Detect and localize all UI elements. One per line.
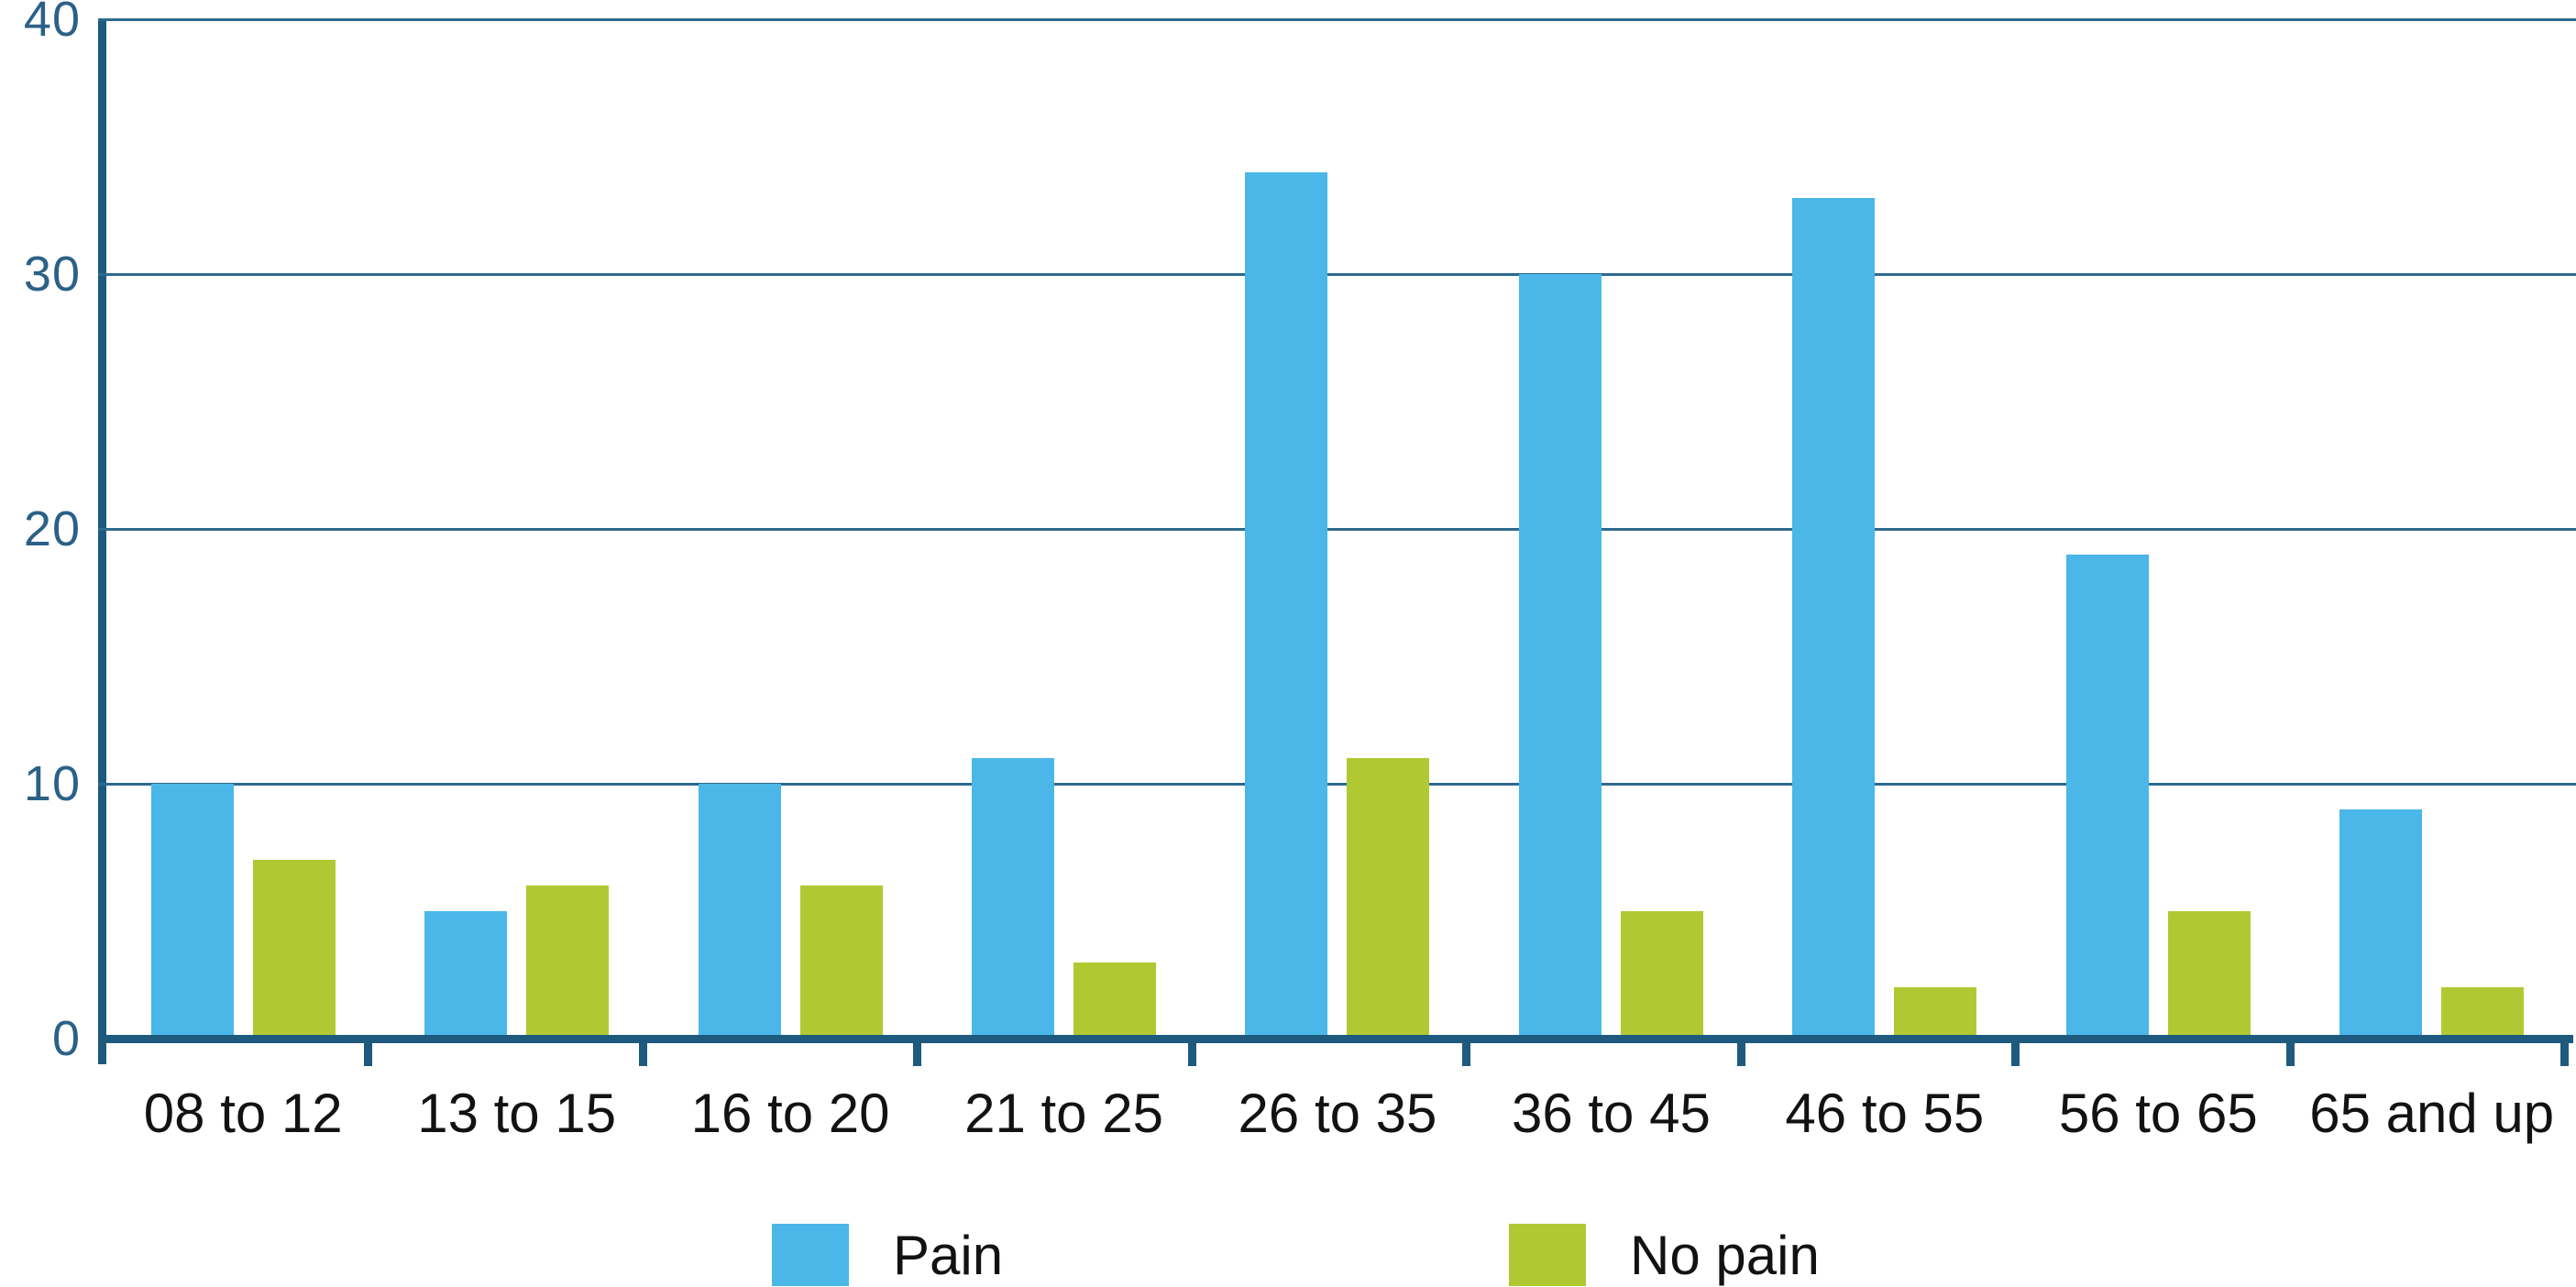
- x-axis-tick-4: [1188, 1039, 1196, 1066]
- bar-pain-36-to-45: [1518, 274, 1602, 1039]
- bar-pain-46-to-55: [1792, 197, 1876, 1039]
- bar-no-pain-65-and-up: [2441, 987, 2525, 1039]
- x-axis-category-labels: 08 to 12 13 to 15 16 to 20 21 to 25 26 to 35…: [106, 1082, 2569, 1145]
- bar-pain-13-to-15: [424, 911, 508, 1039]
- x-tick-label-26-to-35: 26 to 35: [1238, 1083, 1437, 1144]
- y-tick-label-10: 10: [23, 756, 81, 811]
- x-tick-label-36-to-45: 36 to 45: [1511, 1083, 1711, 1144]
- legend-item-no-pain: No pain: [1509, 1224, 1820, 1286]
- x-tick-label-65-and-up: 65 and up: [2309, 1083, 2555, 1144]
- bar-pain-65-and-up: [2339, 808, 2423, 1039]
- legend-swatch-no-pain: [1509, 1224, 1586, 1286]
- legend-swatch-pain: [772, 1224, 849, 1286]
- bar-no-pain-36-to-45: [1620, 911, 1703, 1039]
- bar-no-pain-13-to-15: [526, 886, 610, 1039]
- bar-group-46-to-55: [1748, 19, 2021, 1039]
- x-axis-tick-9: [2560, 1039, 2569, 1066]
- x-tick-label-08-to-12: 08 to 12: [143, 1083, 343, 1144]
- bar-no-pain-46-to-55: [1894, 987, 1977, 1039]
- x-axis-tick-6: [1737, 1039, 1745, 1066]
- bar-no-pain-16-to-20: [799, 886, 883, 1039]
- bar-pain-26-to-35: [1245, 171, 1328, 1039]
- x-axis-tick-5: [1462, 1039, 1470, 1066]
- bar-no-pain-21-to-25: [1073, 962, 1157, 1039]
- legend-item-pain: Pain: [772, 1224, 1003, 1286]
- bar-pain-56-to-65: [2065, 554, 2149, 1039]
- bar-no-pain-26-to-35: [1347, 758, 1430, 1039]
- x-axis-tick-1: [364, 1039, 372, 1066]
- x-tick-label-16-to-20: 16 to 20: [690, 1083, 890, 1144]
- x-axis-tick-7: [2011, 1039, 2020, 1066]
- x-axis-baseline: [98, 1035, 2573, 1043]
- y-tick-label-20: 20: [23, 501, 81, 556]
- x-axis-tick-8: [2286, 1039, 2295, 1066]
- x-tick-label-56-to-65: 56 to 65: [2058, 1083, 2258, 1144]
- bar-group-56-to-65: [2021, 19, 2295, 1039]
- y-axis-line: [98, 19, 106, 1064]
- x-tick-label-13-to-15: 13 to 15: [417, 1083, 617, 1144]
- bar-group-13-to-15: [380, 19, 653, 1039]
- x-tick-label-21-to-25: 21 to 25: [964, 1083, 1163, 1144]
- bar-group-65-and-up: [2295, 19, 2569, 1039]
- bar-group-36-to-45: [1474, 19, 1747, 1039]
- bar-pain-16-to-20: [698, 784, 781, 1039]
- legend-label-no-pain: No pain: [1630, 1224, 1820, 1286]
- x-axis-tick-3: [913, 1039, 921, 1066]
- bar-group-21-to-25: [927, 19, 1200, 1039]
- plot-area: [98, 17, 2576, 1039]
- bar-pain-21-to-25: [972, 758, 1055, 1039]
- x-tick-label-46-to-55: 46 to 55: [1785, 1083, 1985, 1144]
- bar-no-pain-08-to-12: [252, 860, 336, 1039]
- legend-label-pain: Pain: [893, 1224, 1004, 1286]
- y-tick-label-30: 30: [23, 247, 81, 302]
- y-tick-label-0: 0: [51, 1011, 81, 1066]
- y-axis-tick-labels: 0 10 20 30 40: [0, 0, 81, 1286]
- bar-group-08-to-12: [106, 19, 380, 1039]
- x-axis-tick-2: [639, 1039, 647, 1066]
- bar-group-16-to-20: [654, 19, 927, 1039]
- bar-no-pain-56-to-65: [2167, 911, 2251, 1039]
- bar-pain-08-to-12: [150, 784, 234, 1039]
- y-tick-label-40: 40: [23, 0, 81, 47]
- bar-group-26-to-35: [1201, 19, 1474, 1039]
- bar-groups: [106, 19, 2569, 1039]
